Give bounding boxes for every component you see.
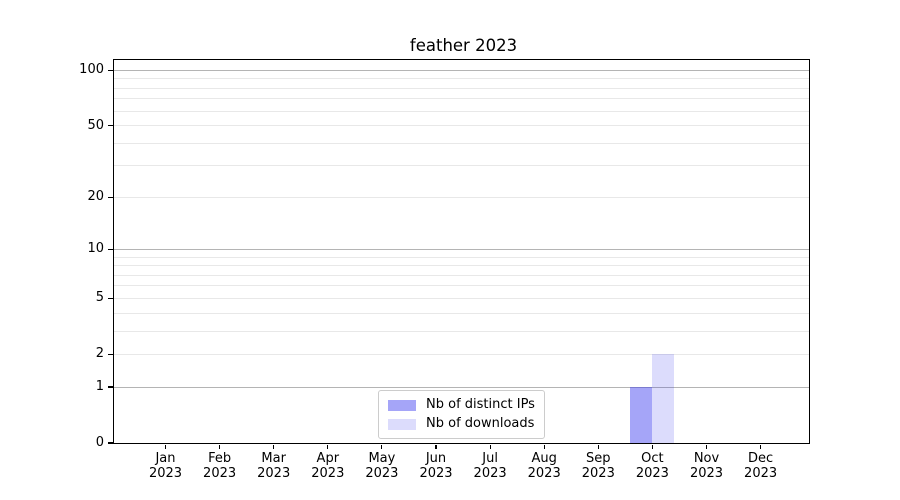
gridline-minor [114, 87, 809, 89]
gridline-minor [114, 353, 809, 355]
x-axis-tick-label: Dec 2023 [725, 451, 797, 481]
x-tick-mark [219, 444, 221, 449]
x-tick-month: Feb [208, 451, 232, 466]
chart-title: feather 2023 [409, 36, 518, 55]
gridline-minor [114, 142, 809, 144]
x-tick-year: 2023 [527, 466, 561, 481]
x-tick-year: 2023 [635, 466, 669, 481]
legend-entry-downloads: Nb of downloads [388, 416, 535, 432]
y-axis-tick-label: 20 [87, 189, 104, 205]
x-tick-month: Jul [482, 451, 498, 466]
x-tick-year: 2023 [311, 466, 345, 481]
gridline-minor [114, 265, 809, 267]
x-tick-mark [543, 444, 545, 449]
x-tick-year: 2023 [581, 466, 615, 481]
x-axis-tick-label: Jun 2023 [400, 451, 472, 481]
gridline-major [114, 248, 809, 250]
x-tick-year: 2023 [365, 466, 399, 481]
y-tick-mark [108, 196, 113, 198]
x-tick-mark [273, 444, 275, 449]
x-tick-mark [651, 444, 653, 449]
x-tick-mark [381, 444, 383, 449]
gridline-minor [114, 256, 809, 258]
x-tick-year: 2023 [419, 466, 453, 481]
legend-swatch-downloads [388, 418, 416, 430]
y-axis-tick-label: 100 [79, 62, 104, 78]
y-axis-tick-label: 5 [95, 290, 104, 306]
x-tick-mark [760, 444, 762, 449]
x-tick-year: 2023 [203, 466, 237, 481]
x-tick-mark [597, 444, 599, 449]
y-axis-tick-label: 10 [87, 241, 104, 257]
y-tick-mark [108, 297, 113, 299]
y-tick-mark [108, 353, 113, 355]
y-axis-tick-label: 1 [95, 379, 104, 395]
x-tick-month: Oct [641, 451, 664, 466]
gridline-minor [114, 78, 809, 80]
x-tick-mark [705, 444, 708, 449]
x-axis-tick-label: Oct 2023 [616, 451, 688, 481]
x-tick-month: May [368, 451, 396, 466]
x-axis-tick-label: Nov 2023 [671, 451, 743, 481]
y-axis-tick-label: 50 [87, 117, 104, 133]
gridline-minor [114, 196, 809, 198]
gridline-minor [114, 297, 809, 299]
x-tick-month: Jan [155, 451, 176, 466]
x-axis-tick-label: Sep 2023 [562, 451, 634, 481]
x-tick-mark [164, 444, 167, 449]
y-tick-mark [108, 125, 113, 127]
y-axis-tick-label: 2 [95, 346, 104, 362]
plot-area: Nb of distinct IPs Nb of downloads 0 1 2 5 1… [79, 59, 810, 481]
legend-swatch-distinct-ips [388, 399, 416, 411]
x-tick-mark [327, 444, 329, 449]
x-tick-year: 2023 [257, 466, 291, 481]
legend-entry-distinct-ips: Nb of distinct IPs [388, 397, 535, 413]
x-tick-mark [489, 444, 491, 449]
gridline-minor [114, 285, 809, 287]
x-axis-tick-label: May 2023 [346, 451, 418, 481]
y-tick-mark [108, 442, 113, 444]
legend-label-downloads: Nb of downloads [426, 416, 535, 431]
gridline-minor [114, 330, 809, 332]
gridline-minor [114, 274, 809, 276]
x-tick-year: 2023 [473, 466, 507, 481]
x-tick-month: Nov [693, 451, 720, 466]
bar-distinct-ips [630, 387, 653, 443]
x-tick-year: 2023 [744, 466, 778, 481]
bar-downloads [652, 354, 675, 443]
gridline-major [114, 69, 809, 71]
y-axis-tick-label: 0 [95, 435, 104, 450]
x-axis-tick-label: Aug 2023 [508, 451, 580, 481]
x-tick-month: Apr [316, 451, 340, 466]
gridline-minor [114, 98, 809, 100]
x-axis-tick-label: Jan 2023 [130, 451, 202, 481]
x-axis-tick-label: Apr 2023 [292, 451, 364, 481]
gridline-minor [114, 312, 809, 314]
gridline-minor [114, 165, 809, 167]
x-tick-month: Dec [748, 451, 774, 466]
y-tick-mark [108, 386, 113, 388]
y-tick-mark [108, 248, 113, 251]
x-axis-tick-label: Jul 2023 [454, 451, 526, 481]
x-axis-tick-label: Mar 2023 [238, 451, 310, 481]
gridline-major [114, 386, 809, 388]
x-tick-month: Jun [425, 451, 447, 466]
x-tick-month: Aug [531, 451, 557, 466]
x-tick-month: Sep [586, 451, 611, 466]
x-tick-mark [435, 444, 437, 449]
x-tick-year: 2023 [148, 466, 183, 481]
gridline-minor [114, 110, 809, 112]
legend-label-distinct-ips: Nb of distinct IPs [426, 397, 535, 412]
x-tick-month: Mar [261, 451, 286, 466]
y-tick-mark [108, 69, 113, 72]
legend: Nb of distinct IPs Nb of downloads [378, 390, 545, 439]
gridline-minor [114, 125, 809, 127]
x-axis-tick-label: Feb 2023 [184, 451, 256, 481]
x-tick-year: 2023 [689, 466, 724, 481]
